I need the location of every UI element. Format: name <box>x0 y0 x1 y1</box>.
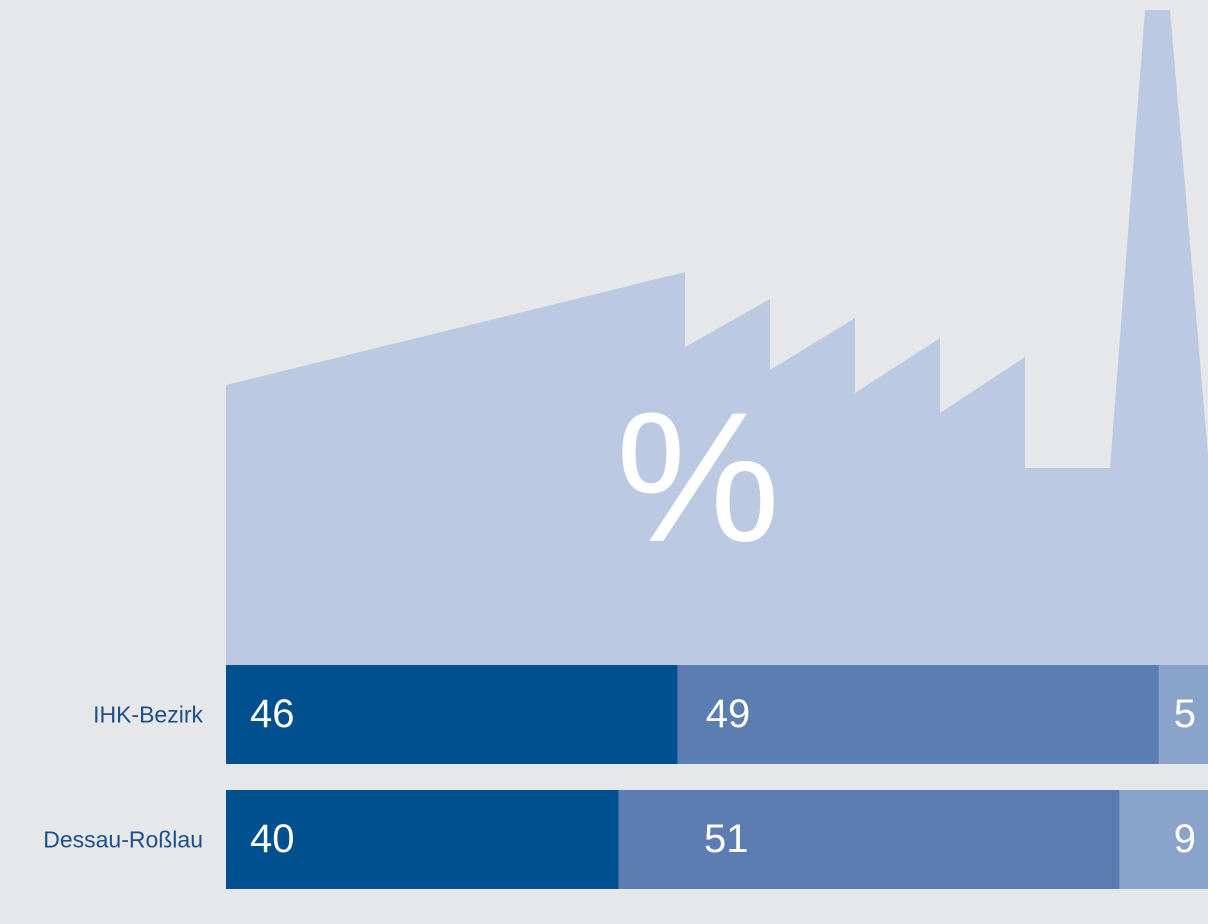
value-label: 5 <box>1174 692 1196 736</box>
category-label: IHK-Bezirk <box>93 702 203 728</box>
value-label: 51 <box>704 817 749 861</box>
bar-segment <box>226 665 678 764</box>
category-label: Dessau-Roßlau <box>43 827 203 853</box>
bar-segment <box>618 790 1120 889</box>
bar-segment <box>1158 665 1208 764</box>
value-label: 49 <box>706 692 751 736</box>
bar-segment <box>226 790 619 889</box>
value-label: 46 <box>250 692 295 736</box>
unit-annotation: % <box>616 375 781 581</box>
value-label: 9 <box>1174 817 1196 861</box>
value-label: 40 <box>250 817 295 861</box>
bar-segment <box>677 665 1159 764</box>
bar-segment <box>1119 790 1208 889</box>
factory-silhouette <box>226 10 1208 665</box>
